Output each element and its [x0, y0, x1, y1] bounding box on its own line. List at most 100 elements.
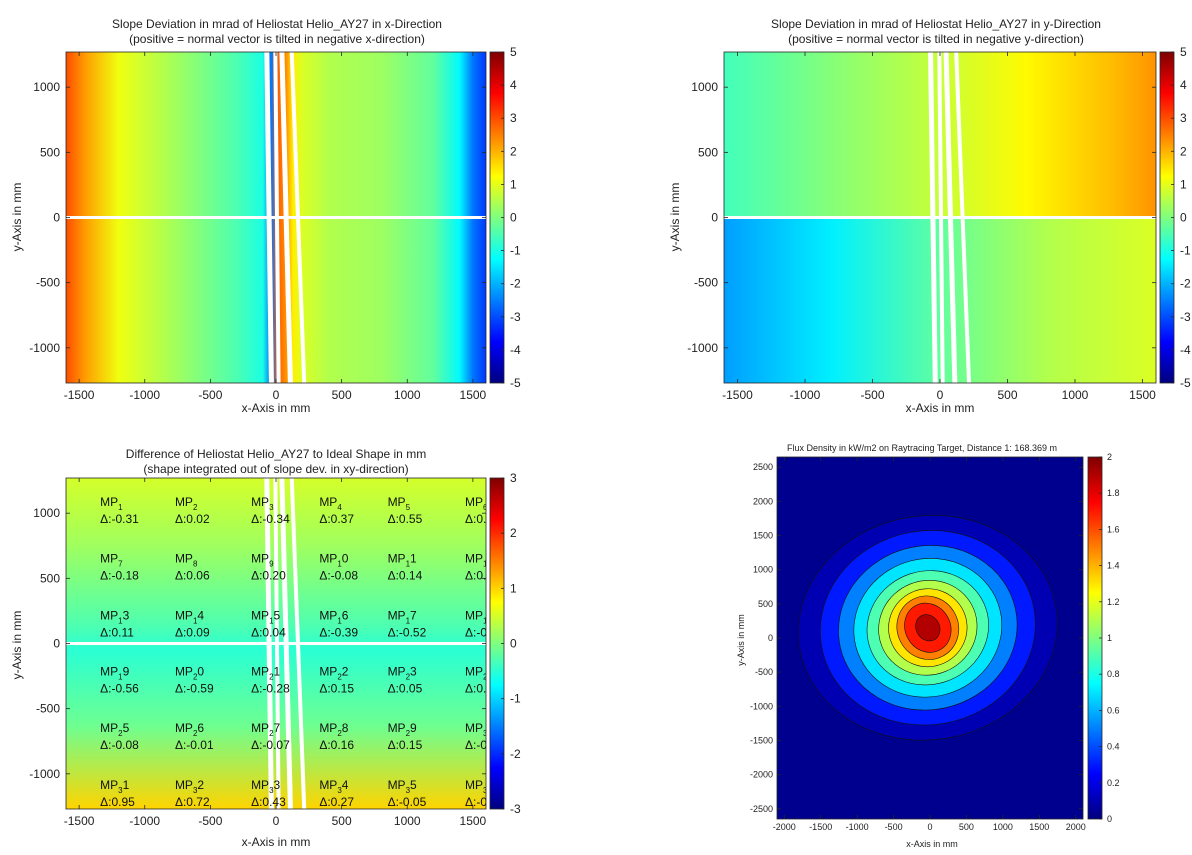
colorbar-tick-label: 3 [510, 471, 517, 485]
y-tick-label: 500 [758, 599, 773, 609]
y-tick-label: 2500 [753, 462, 773, 472]
measurement-point-name: MP6 [465, 495, 488, 512]
measurement-point-name: MP30 [465, 721, 494, 738]
colorbar-tick-label: 1.2 [1107, 597, 1120, 607]
panel-a-x-slope-heatmap: -1500 -1000 -500 0 500 1000 1500 -1000 -500 0 500 1… [29, 45, 521, 402]
panel-b-y-slope-heatmap: -1500 -1000 -500 0 500 1000 1500 -1000 -500 0 500 1… [687, 45, 1191, 402]
colorbar-tick-label: -3 [510, 310, 521, 324]
panel-d-flux-density-contour: -2000 -1500 -1000 -500 0 500 1000 1500 2000-2500… [750, 452, 1120, 832]
x-tick-label: -1500 [64, 814, 95, 828]
colorbar-tick-label: -5 [1180, 376, 1191, 390]
x-tick-label: -1000 [129, 814, 160, 828]
colorbar-tick-label: 2 [1180, 144, 1187, 158]
colorbar-tick-label: 1 [1180, 177, 1187, 191]
colorbar-tick-label: 5 [1180, 45, 1187, 59]
facet-gap-seam [273, 51, 281, 384]
panel-b-title: Slope Deviation in mrad of Heliostat Hel… [771, 17, 1101, 31]
measurement-point-delta: Δ:-0. [465, 625, 490, 639]
measurement-point-delta: Δ:-0.56 [100, 681, 139, 695]
measurement-point-name: MP22 [319, 664, 348, 681]
colorbar-tick-label: -5 [510, 376, 521, 390]
x-tick-label: -500 [860, 388, 884, 402]
measurement-point-name: MP34 [319, 778, 348, 795]
colorbar-tick-label: 3 [1180, 111, 1187, 125]
measurement-point-name: MP24 [465, 664, 494, 681]
measurement-point-name: MP14 [175, 608, 204, 625]
y-tick-label: -1000 [29, 341, 60, 355]
facet-gap-seam [954, 51, 972, 384]
measurement-point-name: MP19 [100, 664, 129, 681]
measurement-point-name: MP5 [388, 495, 411, 512]
measurement-point-delta: Δ:0.55 [388, 512, 423, 526]
measurement-point-name: MP18 [465, 608, 494, 625]
facet-gap-seam [943, 51, 958, 384]
measurement-point-delta: Δ:0.1 [465, 681, 493, 695]
measurement-point-delta: Δ:-0.18 [100, 569, 139, 583]
measurement-point-name: MP8 [175, 552, 198, 569]
measurement-point-name: MP33 [251, 778, 280, 795]
measurement-point-delta: Δ:-0.59 [175, 681, 214, 695]
x-tick-label: 1500 [1029, 822, 1049, 832]
colorbar-tick-label: 1 [510, 581, 517, 595]
x-tick-label: 2000 [1066, 822, 1086, 832]
measurement-point-delta: Δ:-0.01 [175, 738, 214, 752]
x-tick-label: 1000 [394, 814, 421, 828]
measurement-point-delta: Δ:0.43 [251, 795, 286, 809]
measurement-point-delta: Δ:0.05 [388, 681, 423, 695]
measurement-point-delta: Δ:-0.28 [251, 681, 290, 695]
measurement-point-name: MP15 [251, 608, 280, 625]
measurement-point-name: MP31 [100, 778, 129, 795]
colorbar-tick-label: 1.4 [1107, 561, 1120, 571]
colorbar-tick-label: 2 [1107, 452, 1112, 462]
x-tick-label: 1000 [394, 388, 421, 402]
colorbar-tick-label: 0.4 [1107, 742, 1120, 752]
measurement-point-name: MP35 [388, 778, 417, 795]
colorbar-tick-label: -1 [510, 692, 521, 706]
facet-gap-seam [264, 477, 274, 810]
measurement-point-name: MP27 [251, 721, 280, 738]
colorbar-tick-label: 0 [1180, 211, 1187, 225]
measurement-point-name: MP21 [251, 664, 280, 681]
measurement-point-delta: Δ:0.11 [100, 625, 134, 639]
colorbar-tick-label: 0.6 [1107, 705, 1120, 715]
y-tick-label: 500 [40, 145, 60, 159]
panel-a-xlabel: x-Axis in mm [242, 401, 311, 415]
y-tick-label: -1500 [750, 735, 773, 745]
measurement-point-name: MP20 [175, 664, 204, 681]
measurement-point-delta: Δ:0.02 [175, 512, 210, 526]
x-tick-label: 0 [273, 814, 280, 828]
facet-gap-seam [289, 51, 307, 384]
measurement-point-name: MP26 [175, 721, 204, 738]
panel-d-ylabel: y-Axis in mm [736, 614, 746, 666]
measurement-point-delta: Δ:0.37 [319, 512, 354, 526]
colorbar-tick-label: 0 [510, 211, 517, 225]
colorbar-tick-label: 2 [510, 144, 517, 158]
y-tick-label: -500 [36, 276, 60, 290]
panel-c-subtitle: (shape integrated out of slope dev. in x… [143, 462, 408, 476]
measurement-point-name: MP9 [251, 552, 274, 569]
x-tick-label: 1000 [1062, 388, 1089, 402]
measurement-point-delta: Δ:-0.08 [100, 738, 139, 752]
measurement-point-delta: Δ:-0.05 [388, 795, 427, 809]
x-tick-label: 0 [273, 388, 280, 402]
colorbar-tick-label: 0 [510, 637, 517, 651]
colorbar-tick-label: -1 [1180, 244, 1191, 258]
measurement-point-name: MP13 [100, 608, 129, 625]
panel-c-title: Difference of Heliostat Helio_AY27 to Id… [126, 447, 426, 461]
y-tick-label: 0 [768, 633, 773, 643]
x-tick-label: 500 [959, 822, 974, 832]
measurement-point-delta: Δ:-0.07 [251, 738, 290, 752]
measurement-point-name: MP36 [465, 778, 494, 795]
measurement-point-delta: Δ:0.95 [100, 795, 135, 809]
measurement-point-name: MP28 [319, 721, 348, 738]
measurement-point-delta: Δ:-0.39 [319, 625, 358, 639]
colorbar-tick-label: 1 [510, 177, 517, 191]
facet-gap-seam [279, 51, 293, 384]
colorbar-tick-label: 4 [1180, 78, 1187, 92]
y-tick-label: 1000 [33, 80, 60, 94]
colorbar-tick-label: 5 [510, 45, 517, 59]
measurement-point-delta: Δ:0.15 [388, 738, 423, 752]
measurement-point-delta: Δ:0.72 [175, 795, 210, 809]
measurement-point-delta: Δ:-0. [465, 795, 490, 809]
